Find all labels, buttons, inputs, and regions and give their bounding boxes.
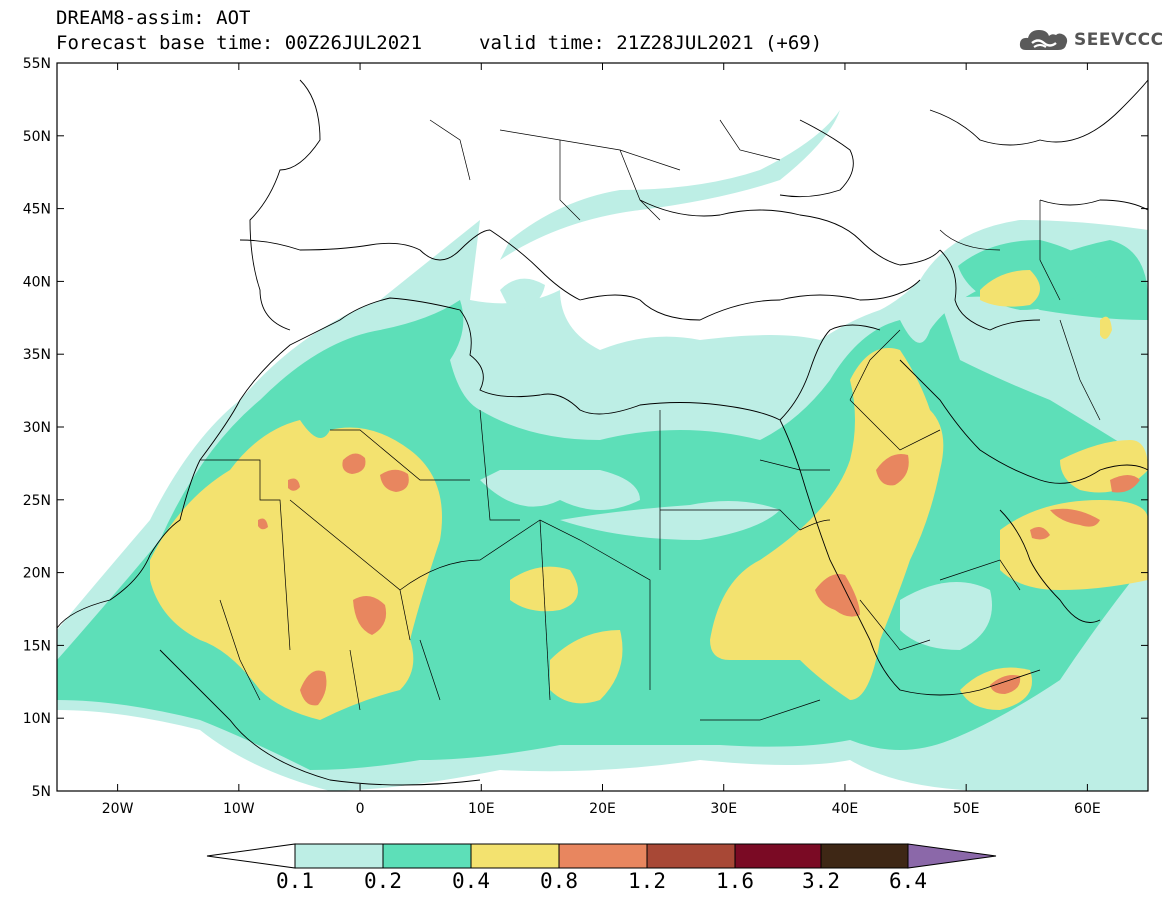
lat-tick-label: 10N	[23, 711, 51, 727]
colorbar-label: 0.4	[452, 869, 490, 893]
colorbar-cell-4	[558, 843, 648, 869]
colorbar-label: 1.2	[628, 869, 666, 893]
lat-tick-label: 5N	[32, 784, 51, 800]
colorbar-max-arrow	[907, 843, 997, 869]
lon-tick-label: 10E	[468, 801, 495, 817]
lat-tick-label: 30N	[23, 420, 51, 436]
lat-tick-label: 15N	[23, 638, 51, 654]
forecast-base-time: Forecast base time: 00Z26JUL2021	[56, 32, 423, 54]
lat-tick-label: 45N	[23, 202, 51, 218]
lon-tick-label: 20E	[589, 801, 616, 817]
colorbar-cell-5	[646, 843, 736, 869]
colorbar-label: 6.4	[889, 869, 927, 893]
lat-tick-label: 40N	[23, 274, 51, 290]
colorbar-label: 0.1	[276, 869, 314, 893]
colorbar-cell-2	[382, 843, 472, 869]
axis-tick-labels: 20W 10W 0 10E 20E 30E 40E 50E 60E 55N 50N 45N 40N 35N…	[23, 56, 1101, 817]
colorbar-min-arrow	[206, 843, 296, 869]
lon-tick-label: 20W	[102, 801, 134, 817]
lon-tick-label: 60E	[1074, 801, 1101, 817]
colorbar-label: 0.2	[364, 869, 402, 893]
cloud-icon	[1019, 30, 1068, 50]
lon-tick-label: 0	[356, 801, 365, 817]
country-borders	[200, 119, 1101, 721]
map-title: DREAM8-assim: AOT	[56, 7, 251, 29]
lat-tick-label: 35N	[23, 347, 51, 363]
colorbar-cell-1	[294, 843, 384, 869]
colorbar-label: 0.8	[540, 869, 578, 893]
lat-tick-label: 25N	[23, 493, 51, 509]
colorbar-cell-7	[820, 843, 909, 869]
colorbar-label: 1.6	[716, 869, 754, 893]
lon-tick-label: 30E	[710, 801, 737, 817]
lat-tick-label: 20N	[23, 566, 51, 582]
logo-text: SEEVCCC	[1074, 30, 1164, 50]
lon-tick-label: 40E	[832, 801, 859, 817]
seevccc-logo: SEEVCCC	[1018, 25, 1164, 55]
valid-time: valid time: 21Z28JUL2021 (+69)	[479, 32, 823, 54]
lat-tick-label: 55N	[23, 56, 51, 72]
colorbar-label: 3.2	[802, 869, 840, 893]
lat-tick-label: 50N	[23, 129, 51, 145]
axis-ticks	[57, 62, 1148, 792]
aot-contour-0.8	[258, 453, 1140, 706]
lon-tick-label: 10W	[223, 801, 255, 817]
aot-field	[57, 63, 1148, 791]
colorbar-cell-6	[734, 843, 822, 869]
colorbar-cell-3	[470, 843, 560, 869]
colorbar	[206, 843, 997, 869]
lon-tick-label: 50E	[953, 801, 980, 817]
